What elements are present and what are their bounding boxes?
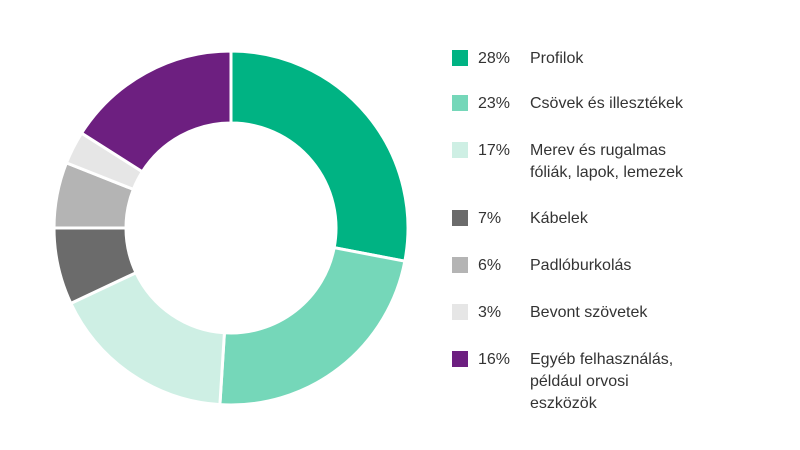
legend-item: 3% Bevont szövetek	[452, 298, 792, 344]
legend-item: 7% Kábelek	[452, 204, 792, 250]
legend-swatch	[452, 95, 468, 111]
donut-slice-1	[218, 245, 407, 407]
donut-slice-6	[79, 49, 233, 174]
legend-label: Profilok	[530, 50, 584, 67]
donut-slice-0	[229, 49, 410, 263]
legend-label: Bevont szövetek	[530, 304, 648, 321]
legend-label: Merev és rugalmas fóliák, lapok, lemezek	[530, 142, 683, 181]
legend-item: 23% Csövek és illesztékek	[452, 89, 792, 135]
legend-swatch	[452, 50, 468, 66]
legend-label: Csövek és illesztékek	[530, 95, 683, 112]
legend-swatch	[452, 257, 468, 273]
legend-label: Padlóburkolás	[530, 257, 632, 274]
legend-swatch	[452, 210, 468, 226]
legend-percent: 17%	[478, 142, 511, 159]
legend-item: 17% Merev és rugalmas fóliák, lapok, lemez…	[452, 136, 792, 182]
legend-item: 28% Profilok	[452, 44, 792, 90]
legend-percent: 6%	[478, 257, 502, 274]
donut-chart	[52, 49, 410, 407]
legend-percent: 16%	[478, 351, 511, 368]
legend-label: Kábelek	[530, 210, 588, 227]
legend-percent: 7%	[478, 210, 502, 227]
legend-percent: 3%	[478, 304, 502, 321]
legend-percent: 23%	[478, 95, 511, 112]
legend-percent: 28%	[478, 50, 511, 67]
legend-label: Egyéb felhasználás, például orvosi eszközö…	[530, 351, 674, 412]
legend-item: 6% Padlóburkolás	[452, 251, 792, 297]
legend-swatch	[452, 304, 468, 320]
legend-item: 16% Egyéb felhasználás, például orvosi eszk…	[452, 345, 792, 412]
legend-swatch	[452, 351, 468, 367]
legend-swatch	[452, 142, 468, 158]
